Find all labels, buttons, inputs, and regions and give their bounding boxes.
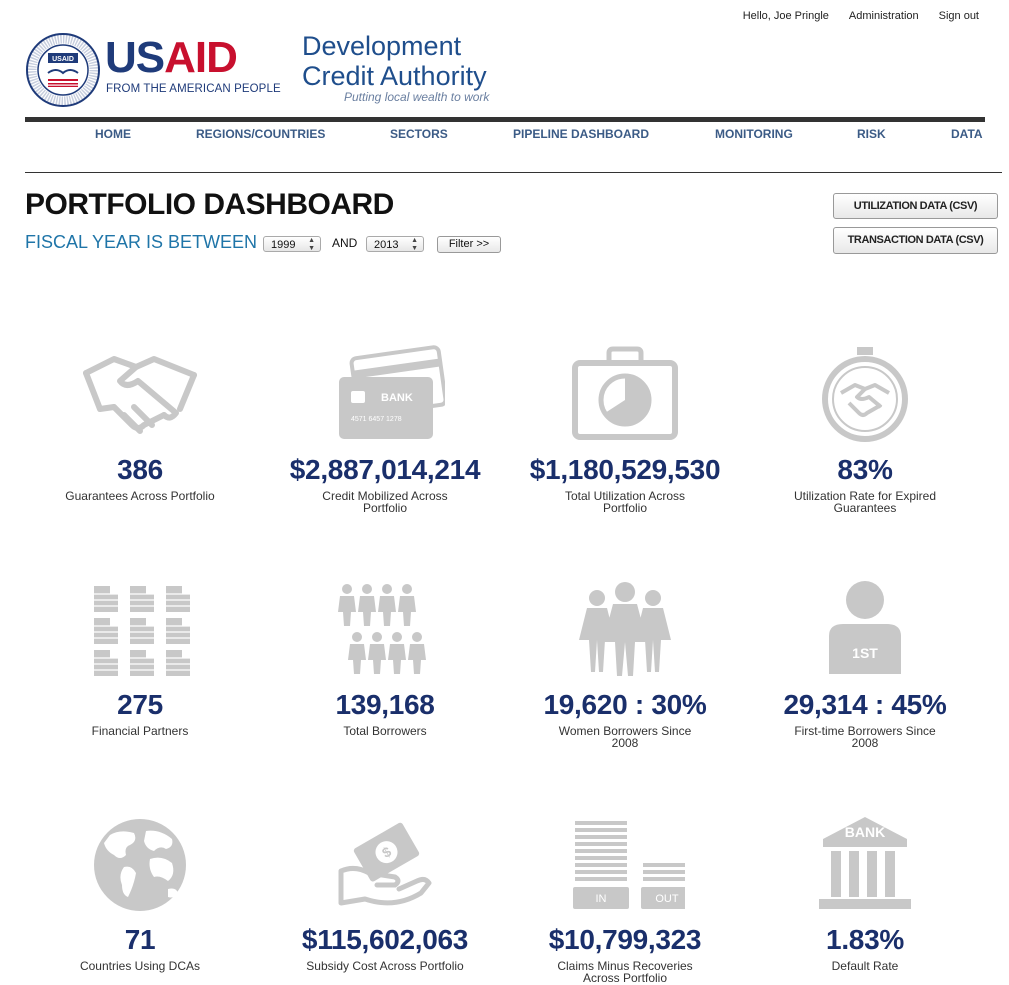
card-bank-text: BANK bbox=[381, 392, 413, 404]
metric-value: 386 bbox=[117, 454, 163, 485]
greeting-text: Hello, Joe Pringle bbox=[742, 10, 829, 22]
dca-tagline: Putting local wealth to work bbox=[344, 90, 490, 104]
first-badge-text: 1ST bbox=[852, 645, 878, 661]
metric-financial-partners: 275 Financial Partners bbox=[20, 580, 260, 737]
dca-line2: Credit Authority bbox=[302, 61, 487, 91]
metric-label: Financial Partners bbox=[91, 724, 189, 738]
out-label: OUT bbox=[655, 893, 679, 905]
header-rule bbox=[25, 172, 1002, 173]
metric-subsidy-cost: $ $115,602,063 Subsidy Cost Across Portf… bbox=[265, 815, 505, 972]
nav-data[interactable]: DATA bbox=[951, 127, 983, 141]
metric-women-borrowers: 19,620 : 30% Women Borrowers Since 2008 bbox=[505, 580, 745, 749]
metric-value: 139,168 bbox=[335, 689, 435, 720]
metric-label: Utilization Rate for Expired Guarantees bbox=[793, 489, 937, 515]
metric-claims-minus-recoveries: IN OUT $10,799,323 Claims Minus Recoveri… bbox=[505, 815, 745, 984]
dca-line1: Development bbox=[302, 31, 462, 61]
metric-value: 275 bbox=[117, 689, 163, 720]
metric-value: $115,602,063 bbox=[301, 924, 469, 955]
metric-default-rate: BANK 1.83% Default Rate bbox=[745, 815, 985, 972]
metric-value: 71 bbox=[124, 924, 156, 955]
nav-divider bbox=[25, 117, 985, 122]
briefcase-pie-icon bbox=[572, 346, 678, 440]
top-links: Hello, Joe Pringle Administration Sign o… bbox=[743, 10, 979, 22]
metric-label: Total Utilization Across Portfolio bbox=[564, 489, 686, 515]
seal-center-text: USAID bbox=[52, 56, 74, 63]
usaid-logo[interactable]: USAID bbox=[105, 33, 238, 82]
women-icon bbox=[579, 582, 671, 676]
metric-label: Credit Mobilized Across Portfolio bbox=[322, 489, 448, 515]
metric-value: 1.83% bbox=[826, 924, 904, 955]
nav-monitoring[interactable]: MONITORING bbox=[715, 127, 793, 141]
nav-regions-countries[interactable]: REGIONS/COUNTRIES bbox=[196, 127, 326, 141]
metric-label: Women Borrowers Since 2008 bbox=[558, 724, 692, 750]
metric-guarantees: 386 Guarantees Across Portfolio bbox=[20, 345, 260, 502]
logo-us: US bbox=[105, 33, 165, 82]
metric-value: 83% bbox=[837, 454, 893, 485]
in-label: IN bbox=[596, 893, 607, 905]
card-number-text: 4571 6457 1278 bbox=[351, 416, 402, 423]
select-arrows-icon: ▲ ▼ bbox=[411, 237, 418, 252]
metric-label: Guarantees Across Portfolio bbox=[65, 489, 215, 503]
bank-card-icon: BANK 4571 6457 1278 bbox=[339, 345, 448, 439]
nav-home[interactable]: HOME bbox=[95, 127, 131, 141]
main-nav: HOME REGIONS/COUNTRIES SECTORS PIPELINE … bbox=[25, 122, 985, 148]
metric-label: Subsidy Cost Across Portfolio bbox=[306, 959, 464, 973]
page-title: PORTFOLIO DASHBOARD bbox=[25, 188, 394, 221]
usaid-tagline: FROM THE AMERICAN PEOPLE bbox=[106, 83, 281, 95]
nav-risk[interactable]: RISK bbox=[857, 127, 886, 141]
metric-total-borrowers: 139,168 Total Borrowers bbox=[265, 580, 505, 737]
metric-first-time-borrowers: 1ST 29,314 : 45% First-time Borrowers Si… bbox=[745, 580, 985, 749]
metric-utilization-rate: 83% Utilization Rate for Expired Guarant… bbox=[745, 345, 985, 514]
metric-label: Claims Minus Recoveries Across Portfolio bbox=[557, 959, 693, 985]
metric-value: $1,180,529,530 bbox=[529, 454, 721, 485]
handshake-icon bbox=[83, 356, 197, 434]
metric-label: Default Rate bbox=[831, 959, 899, 973]
transaction-csv-button[interactable]: TRANSACTION DATA (CSV) bbox=[833, 227, 998, 254]
metric-value: 19,620 : 30% bbox=[543, 689, 707, 720]
metric-label: Countries Using DCAs bbox=[79, 959, 201, 973]
dca-title: Development Credit Authority bbox=[302, 31, 487, 91]
in-out-stack-icon: IN OUT bbox=[573, 821, 693, 909]
usaid-seal-icon: USAID bbox=[26, 33, 100, 107]
fiscal-year-label: FISCAL YEAR IS BETWEEN bbox=[25, 232, 258, 252]
utilization-csv-button[interactable]: UTILIZATION DATA (CSV) bbox=[833, 193, 998, 219]
buildings-icon bbox=[94, 586, 190, 676]
hand-money-icon: $ bbox=[338, 822, 432, 906]
sign-out-link[interactable]: Sign out bbox=[938, 10, 979, 22]
first-person-icon: 1ST bbox=[829, 581, 901, 674]
administration-link[interactable]: Administration bbox=[848, 10, 919, 22]
metric-total-utilization: $1,180,529,530 Total Utilization Across … bbox=[505, 345, 745, 514]
metric-value: $2,887,014,214 bbox=[289, 454, 481, 485]
globe-icon bbox=[94, 819, 186, 911]
metric-credit-mobilized: BANK 4571 6457 1278 $2,887,014,214 Credi… bbox=[265, 345, 505, 514]
metric-label: Total Borrowers bbox=[343, 724, 427, 738]
from-year-value: 1999 bbox=[271, 239, 296, 251]
nav-pipeline-dashboard[interactable]: PIPELINE DASHBOARD bbox=[513, 127, 650, 141]
metric-value: $10,799,323 bbox=[548, 924, 702, 955]
stopwatch-handshake-icon bbox=[822, 347, 908, 442]
people-group-icon bbox=[338, 584, 426, 674]
from-year-select[interactable]: 1999 ▲ ▼ bbox=[263, 236, 321, 252]
bank-building-icon: BANK bbox=[819, 817, 911, 909]
metric-value: 29,314 : 45% bbox=[783, 689, 947, 720]
to-year-select[interactable]: 2013 ▲ ▼ bbox=[366, 236, 424, 252]
to-year-value: 2013 bbox=[374, 239, 399, 251]
select-arrows-icon: ▲ ▼ bbox=[308, 237, 315, 252]
metric-countries: 71 Countries Using DCAs bbox=[20, 815, 260, 972]
logo-aid: AID bbox=[164, 33, 238, 82]
bank-sign-text: BANK bbox=[845, 824, 885, 840]
and-label: AND bbox=[332, 236, 358, 250]
metric-label: First-time Borrowers Since 2008 bbox=[794, 724, 936, 750]
filter-button[interactable]: Filter >> bbox=[437, 236, 501, 253]
nav-sectors[interactable]: SECTORS bbox=[390, 127, 448, 141]
